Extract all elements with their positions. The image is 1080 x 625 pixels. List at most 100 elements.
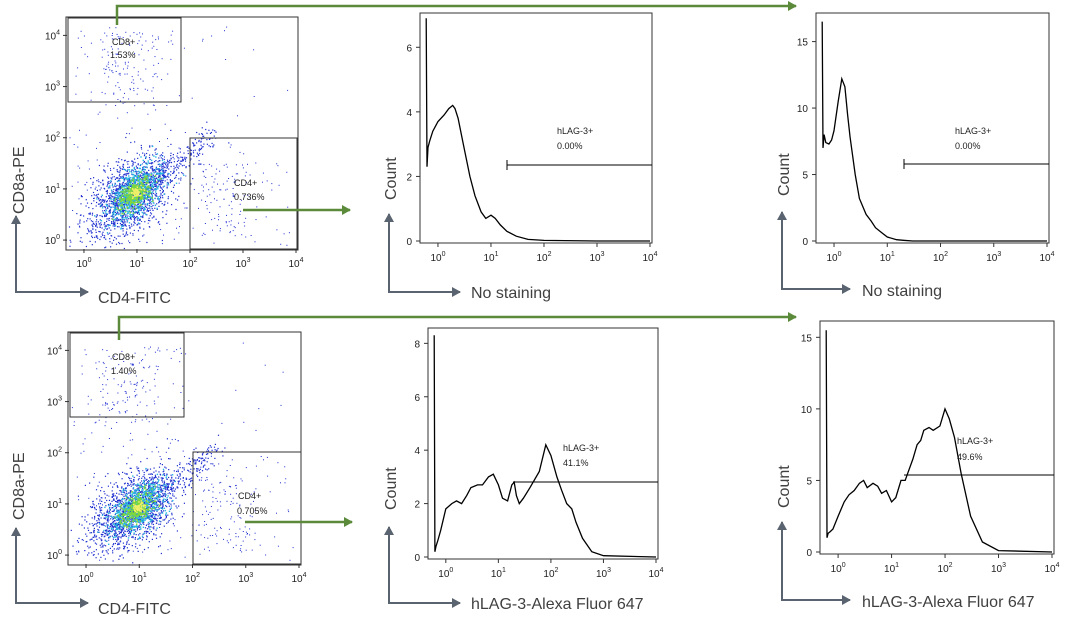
gate-cd4-top-value: 0.736% (234, 192, 265, 202)
event-dot (214, 179, 215, 180)
event-dot (118, 203, 120, 205)
event-dot (190, 461, 191, 462)
event-dot (154, 105, 155, 106)
event-dot (160, 186, 161, 187)
event-dot (152, 198, 153, 199)
event-dot (142, 170, 143, 171)
event-dot (118, 219, 119, 220)
event-dot (144, 213, 145, 214)
event-dot (167, 179, 168, 180)
event-dot (143, 537, 144, 538)
event-dot (115, 508, 116, 509)
event-dot (132, 235, 133, 236)
event-dot (114, 535, 115, 536)
event-dot (85, 534, 86, 535)
event-dot (121, 187, 123, 189)
event-dot (178, 478, 179, 479)
event-dot (96, 205, 97, 206)
event-dot (167, 161, 168, 162)
event-dot (207, 208, 208, 209)
event-dot (92, 539, 93, 540)
event-dot (152, 484, 153, 485)
event-dot (161, 181, 162, 182)
event-dot (128, 175, 129, 176)
event-dot (159, 163, 160, 164)
event-dot (115, 543, 116, 544)
event-dot (125, 137, 126, 138)
event-dot (106, 69, 107, 70)
event-dot (117, 181, 118, 182)
event-dot (133, 224, 134, 225)
event-dot (125, 208, 126, 209)
event-dot (153, 175, 154, 176)
event-dot (129, 242, 130, 243)
event-dot (110, 504, 111, 505)
event-dot (137, 153, 138, 154)
event-dot (146, 242, 147, 243)
event-dot (96, 489, 97, 490)
event-dot (101, 487, 102, 488)
event-dot (150, 179, 151, 180)
event-dot (214, 447, 215, 448)
event-dot (119, 236, 120, 237)
event-dot (276, 163, 277, 164)
event-dot (106, 186, 107, 187)
event-dot (116, 541, 117, 542)
y-tick-label: 2 (406, 172, 412, 183)
event-dot (210, 463, 211, 464)
event-dot (228, 178, 229, 179)
event-dot (123, 225, 124, 226)
event-dot (182, 157, 183, 158)
event-dot (144, 179, 146, 181)
event-dot (174, 239, 175, 240)
event-dot (82, 242, 83, 243)
event-dot (101, 196, 102, 197)
event-dot (141, 147, 142, 148)
event-dot (125, 483, 126, 484)
event-dot (112, 184, 113, 185)
event-dot (77, 147, 78, 148)
event-dot (137, 200, 139, 202)
event-dot (134, 159, 135, 160)
event-dot (167, 160, 168, 161)
event-dot (97, 196, 98, 197)
event-dot (198, 525, 199, 526)
event-dot (178, 196, 179, 197)
event-dot (155, 470, 156, 471)
event-dot (112, 174, 113, 175)
event-dot (132, 214, 133, 215)
event-dot (109, 511, 110, 512)
event-dot (95, 241, 96, 242)
event-dot (201, 185, 202, 186)
event-dot (111, 190, 112, 191)
event-dot (153, 510, 154, 511)
event-dot (138, 470, 139, 471)
event-dot (86, 199, 87, 200)
event-dot (191, 480, 192, 481)
event-dot (84, 550, 85, 551)
event-dot (146, 531, 147, 532)
event-dot (148, 518, 149, 519)
event-dot (102, 210, 103, 211)
event-dot (137, 216, 138, 217)
event-dot (130, 177, 131, 178)
event-dot (131, 468, 132, 469)
event-dot (145, 169, 146, 170)
event-dot (177, 167, 178, 168)
event-dot (122, 221, 123, 222)
event-dot (127, 183, 128, 184)
event-dot (133, 162, 134, 163)
event-dot (229, 205, 230, 206)
event-dot (173, 487, 174, 488)
event-dot (130, 480, 131, 481)
event-dot (161, 165, 162, 166)
event-dot (89, 73, 90, 74)
event-dot (170, 509, 171, 510)
event-dot (181, 218, 182, 219)
event-dot (153, 65, 154, 66)
event-dot (105, 93, 106, 94)
event-dot (114, 548, 115, 549)
event-dot (121, 207, 122, 208)
event-dot (107, 552, 108, 553)
